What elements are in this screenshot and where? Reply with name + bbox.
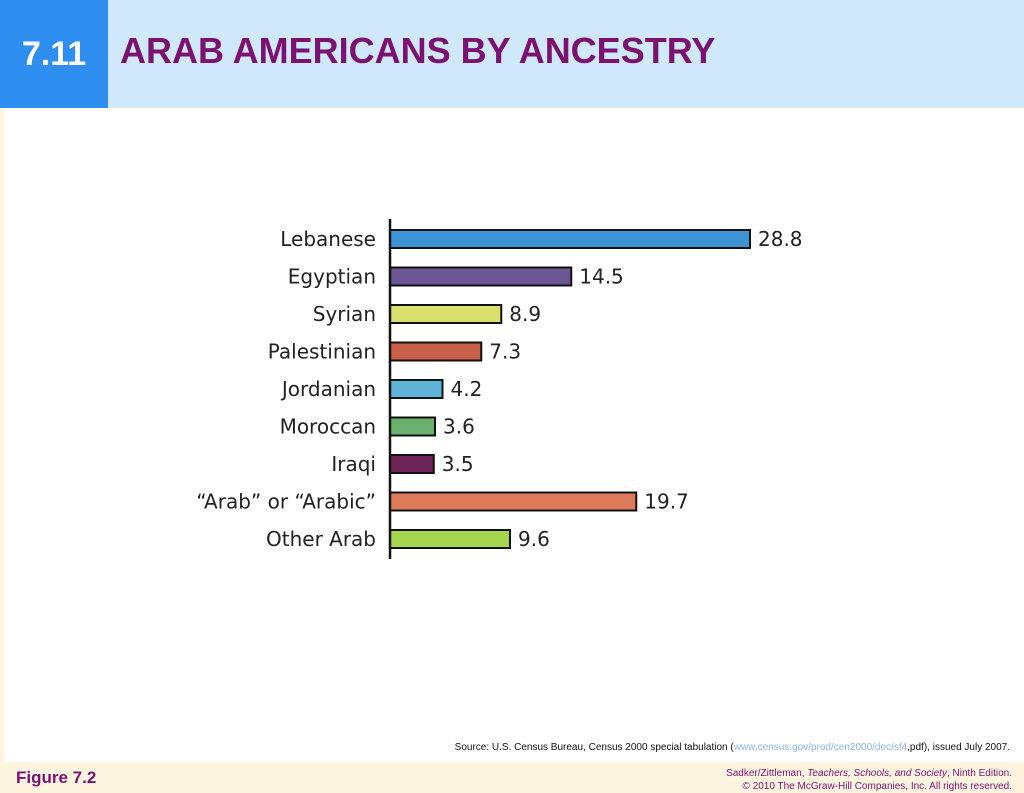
bar-jordanian xyxy=(389,379,444,399)
value-label-syrian: 8.9 xyxy=(509,302,541,326)
value-label-palestinian: 7.3 xyxy=(489,340,521,364)
source-note: Source: U.S. Census Bureau, Census 2000 … xyxy=(455,742,1010,753)
credit-line: Sadker/Zittleman, Teachers, Schools, and… xyxy=(726,767,1012,780)
category-label-palestinian: Palestinian xyxy=(268,340,376,364)
category-label-egyptian: Egyptian xyxy=(288,265,376,289)
value-label-arab-or-arabic: 19.7 xyxy=(644,490,689,514)
bar-lebanese xyxy=(389,229,751,249)
value-label-other-arab: 9.6 xyxy=(518,527,550,551)
bar-other-arab xyxy=(389,529,511,549)
footer-credit: Sadker/Zittleman, Teachers, Schools, and… xyxy=(726,767,1012,793)
bar-iraqi xyxy=(389,454,435,474)
value-label-moroccan: 3.6 xyxy=(443,415,475,439)
chart-area: Lebanese 28.8 Egyptian 14.5 Syrian 8.9 Palesti… xyxy=(4,108,1024,762)
bar-syrian xyxy=(389,304,503,324)
bar-moroccan xyxy=(389,416,436,437)
value-label-lebanese: 28.8 xyxy=(758,227,803,251)
bar-palestinian xyxy=(389,341,483,362)
source-link[interactable]: www.census.gov/prod/cen2000/doc/sf4 xyxy=(733,742,908,753)
source-prefix: Source: U.S. Census Bureau, Census 2000 … xyxy=(454,742,734,753)
category-label-lebanese: Lebanese xyxy=(280,227,376,251)
category-label-iraqi: Iraqi xyxy=(331,452,376,476)
credit-book: Teachers, Schools, and Society xyxy=(807,768,947,779)
slide-number: 7.11 xyxy=(0,0,108,108)
credit-authors: Sadker/Zittleman, xyxy=(726,768,808,779)
value-label-jordanian: 4.2 xyxy=(451,377,483,401)
bar-egyptian xyxy=(389,266,573,287)
category-label-arab-or-arabic: “Arab” or “Arabic” xyxy=(196,490,376,514)
category-label-moroccan: Moroccan xyxy=(280,415,376,439)
category-label-jordanian: Jordanian xyxy=(280,377,376,401)
figure-label: Figure 7.2 xyxy=(16,768,97,787)
category-label-syrian: Syrian xyxy=(313,302,376,326)
source-suffix: ,pdf), issued July 2007. xyxy=(907,742,1010,753)
slide-title: ARAB AMERICANS BY ANCESTRY xyxy=(120,30,716,71)
header-bar: 7.11 ARAB AMERICANS BY ANCESTRY xyxy=(0,0,1024,108)
bar-arab-or-arabic xyxy=(389,491,638,512)
category-label-other-arab: Other Arab xyxy=(266,527,376,551)
copyright-line: © 2010 The McGraw-Hill Companies, Inc. A… xyxy=(742,781,1012,792)
bar-chart: Lebanese 28.8 Egyptian 14.5 Syrian 8.9 Palesti… xyxy=(196,219,803,559)
value-label-iraqi: 3.5 xyxy=(442,452,474,476)
credit-edition: , Ninth Edition. xyxy=(946,768,1012,779)
value-label-egyptian: 14.5 xyxy=(579,265,624,289)
